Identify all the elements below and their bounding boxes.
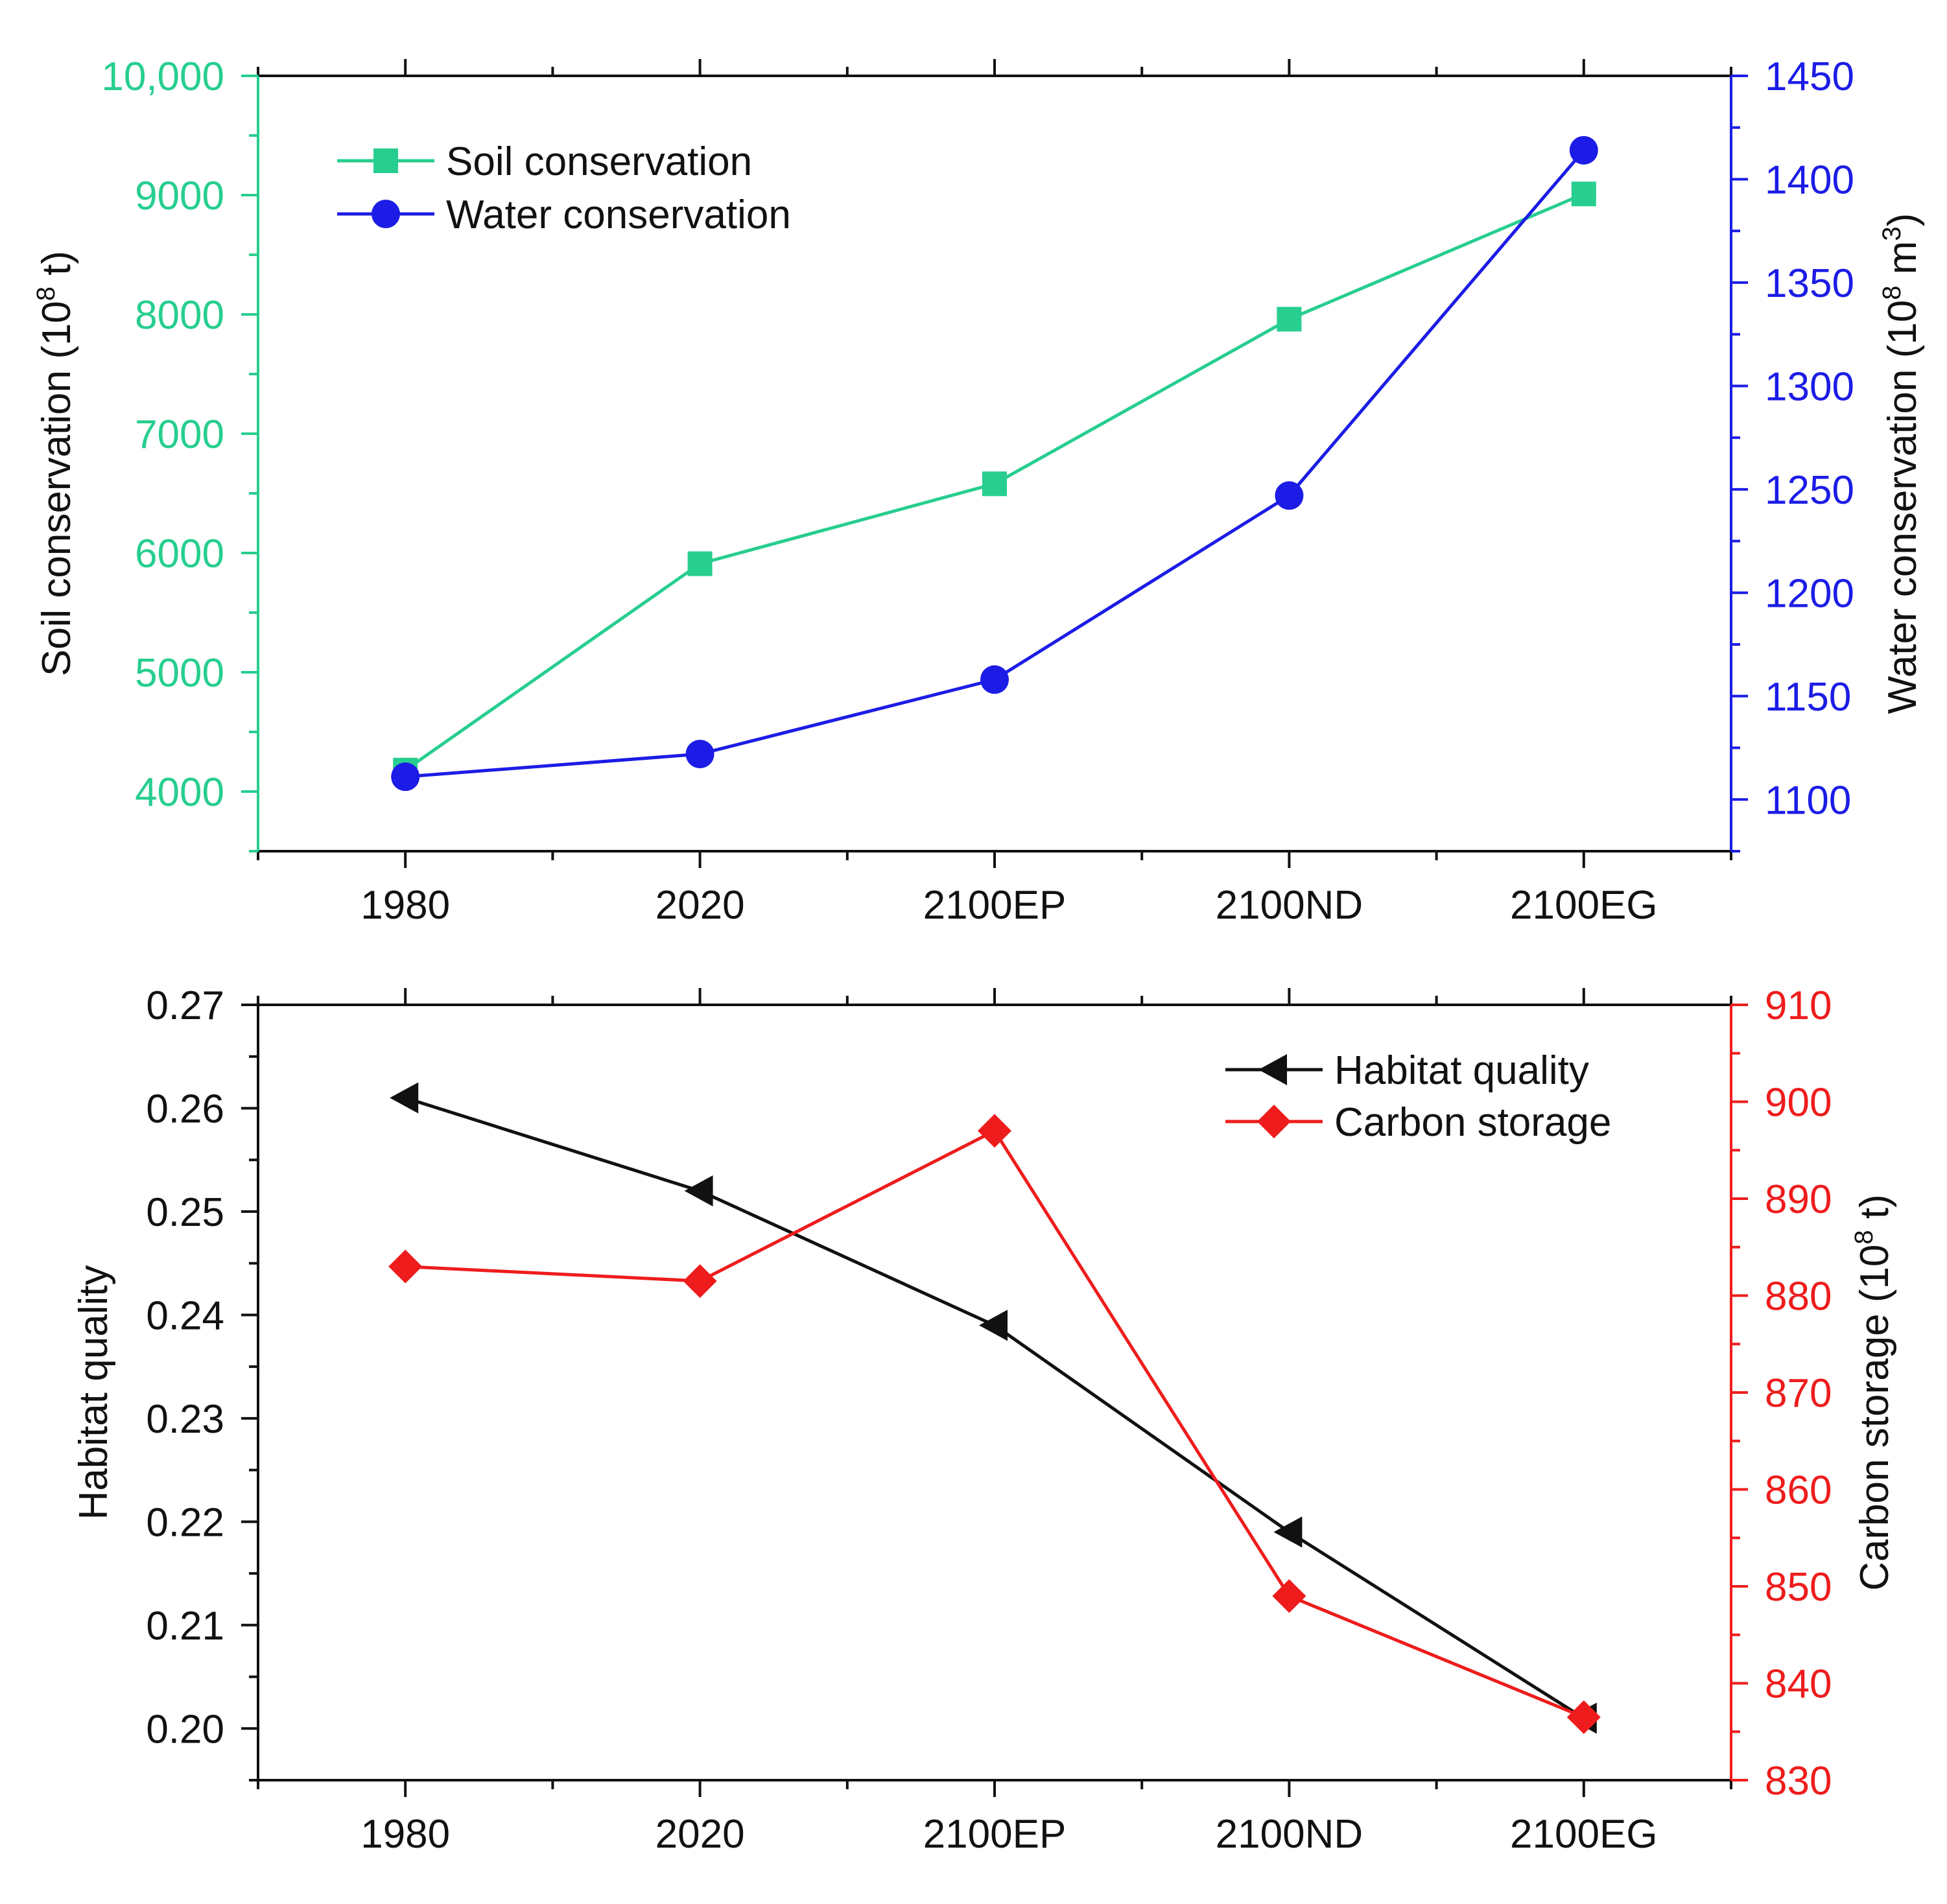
right-tick-label: 900 [1765,1081,1832,1125]
right-axis-title-part: t) [1852,1194,1897,1230]
right-axis-title: Water conservation (108 m3) [1878,213,1925,714]
right-tick-label: 840 [1765,1662,1832,1707]
left-tick-label: 0.22 [146,1500,224,1545]
data-point-2-1 [388,1249,423,1284]
data-point-1-3 [979,1310,1008,1341]
right-tick-label: 880 [1765,1275,1832,1319]
data-point-2-4 [1275,481,1304,510]
right-tick-label: 870 [1765,1371,1832,1416]
left-tick-label: 7000 [135,412,224,457]
x-tick-label: 1980 [360,1812,450,1857]
right-tick-label: 1100 [1765,778,1851,823]
series-line-2 [405,1129,1585,1719]
legend-marker [372,200,400,228]
x-tick-label: 2100EP [923,1812,1067,1857]
legend-marker [1257,1105,1291,1138]
right-axis-title-part: 8 [1850,1230,1878,1244]
left-tick-label: 0.21 [146,1604,224,1649]
data-point-1-4 [1277,307,1302,332]
right-tick-label: 1300 [1765,364,1854,409]
x-tick-label: 2100EP [923,883,1067,928]
x-tick-label: 2020 [655,1812,745,1857]
left-tick-label: 4000 [135,770,224,815]
left-tick-label: 9000 [135,174,224,218]
left-tick-label: 0.24 [146,1293,224,1338]
left-axis-title-part: 8 [32,287,60,301]
left-axis-title-part: Soil conservation (10 [34,301,79,676]
legend-label: Soil conservation [446,139,752,184]
left-tick-label: 0.27 [146,983,224,1028]
series-line-1 [405,1096,1585,1720]
x-tick-label: 1980 [360,883,450,928]
left-tick-label: 0.25 [146,1190,224,1235]
x-tick-label: 2100EG [1510,883,1658,928]
data-point-1-3 [982,471,1007,497]
right-axis-title-part: Water conservation (10 [1880,300,1925,714]
left-axis-title-part: Habitat quality [71,1265,116,1520]
left-tick-label: 0.26 [146,1087,224,1131]
data-point-2-5 [1566,1700,1601,1734]
right-tick-label: 1350 [1765,261,1854,306]
chart-panel-2: 1980 2020 2100EP 2100ND 2100EG 0.20 0.21 0.22 0.… [71,983,1897,1857]
right-axis-title-part: 3 [1878,226,1906,241]
right-tick-label: 860 [1765,1468,1832,1513]
data-point-2-4 [1272,1579,1306,1613]
data-point-2-3 [978,1114,1011,1148]
chart-panel-1: 1980 2020 2100EP 2100ND 2100EG 4000 5000 6000 70… [32,54,1925,928]
x-tick-label: 2020 [655,883,745,928]
right-tick-label: 910 [1765,983,1832,1028]
right-tick-label: 1250 [1765,468,1854,513]
legend-marker [1258,1054,1287,1085]
x-tick-label: 2100ND [1216,883,1363,928]
left-tick-label: 10,000 [101,54,224,99]
data-point-1-5 [1571,182,1596,207]
data-point-1-4 [1273,1516,1303,1548]
data-point-2-3 [980,665,1009,694]
data-point-2-2 [683,1264,717,1299]
right-tick-label: 1450 [1765,54,1854,99]
data-point-2-2 [685,740,714,769]
right-axis-title-part: 8 [1878,285,1906,300]
x-tick-label: 2100EG [1510,1812,1658,1857]
legend-label: Water conservation [446,193,791,237]
left-tick-label: 6000 [135,532,224,576]
data-point-2-5 [1569,135,1598,165]
left-axis-title: Habitat quality [71,1265,116,1520]
right-tick-label: 890 [1765,1177,1832,1222]
right-tick-label: 1400 [1765,158,1854,202]
left-tick-label: 8000 [135,293,224,338]
legend-label: Habitat quality [1334,1048,1589,1093]
right-tick-label: 1200 [1765,571,1854,616]
right-tick-label: 1150 [1765,675,1851,720]
data-point-1-1 [390,1082,419,1114]
left-axis-title-part: t) [34,251,79,287]
right-axis-title: Carbon storage (108 t) [1850,1194,1897,1591]
right-tick-label: 850 [1765,1565,1832,1610]
x-tick-label: 2100ND [1216,1812,1363,1857]
right-tick-label: 830 [1765,1759,1832,1804]
left-tick-label: 0.20 [146,1707,224,1752]
right-axis-title-part: m [1880,241,1925,286]
left-axis-title: Soil conservation (108 t) [32,251,79,676]
left-tick-label: 0.23 [146,1397,224,1442]
right-axis-title-part: Carbon storage (10 [1852,1245,1897,1591]
legend-marker [373,148,398,173]
right-axis-title-part: ) [1880,213,1925,227]
data-point-2-1 [391,762,420,792]
legend-label: Carbon storage [1334,1100,1611,1145]
data-point-1-2 [684,1175,713,1207]
left-tick-label: 5000 [135,651,224,696]
data-point-1-2 [687,551,713,576]
